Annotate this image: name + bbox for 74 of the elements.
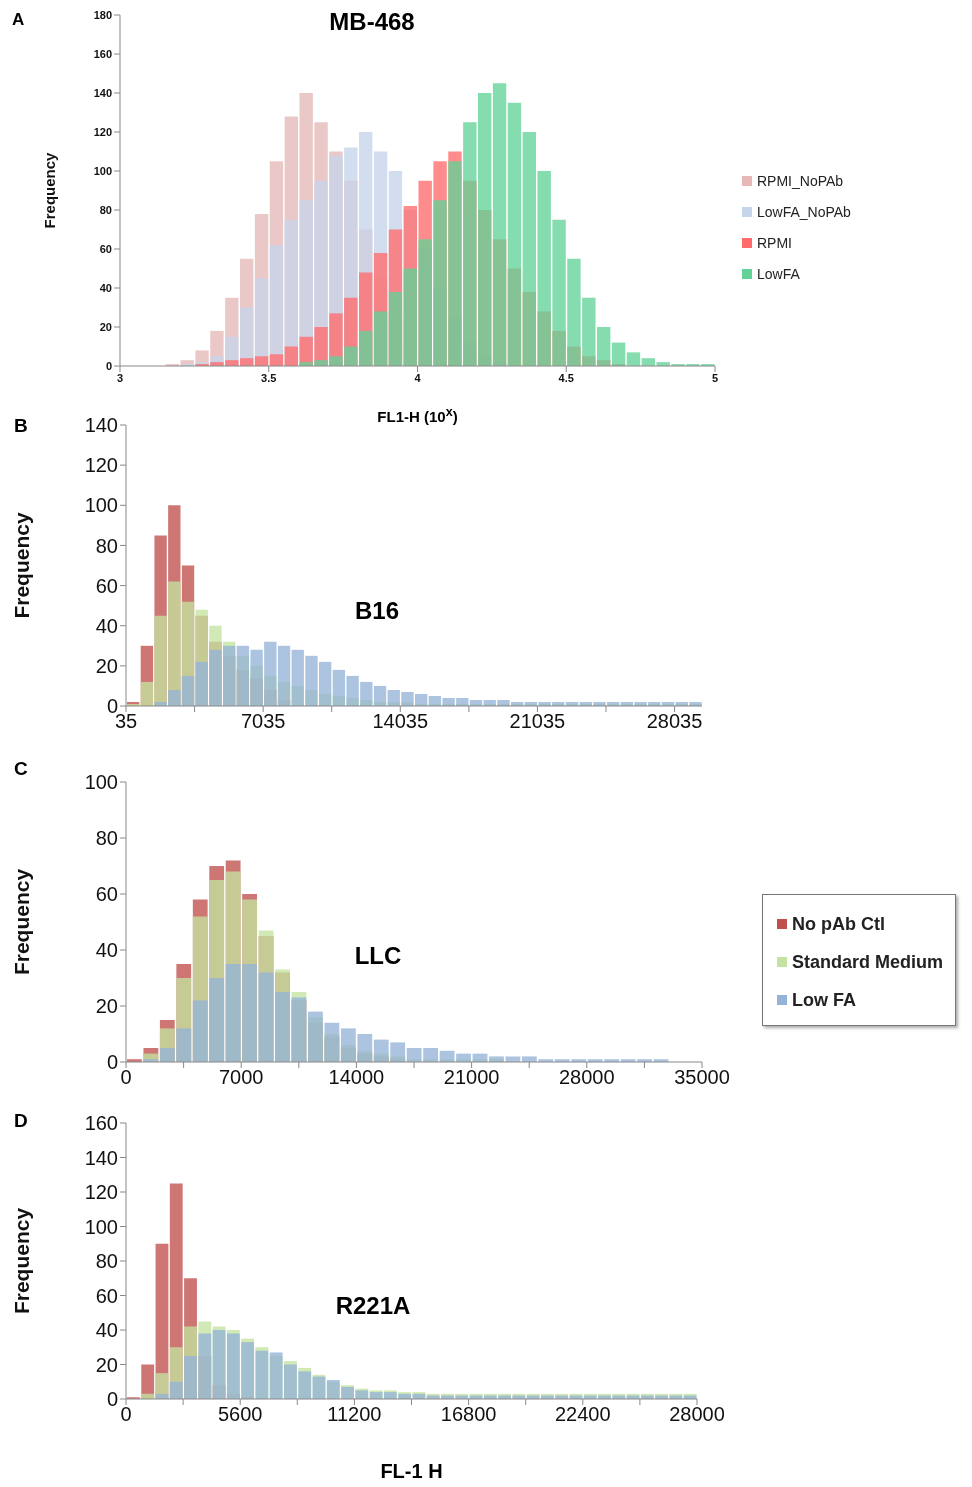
text: B <box>14 415 28 437</box>
legend-label: RPMI <box>757 234 792 251</box>
x-tick-label: 5 <box>711 371 719 384</box>
x-tick-label: 3 <box>116 371 124 384</box>
legend-label: LowFA_NoPAb <box>757 203 851 220</box>
y-tick-label: 60 <box>95 883 118 906</box>
x-tick-label: 5600 <box>217 1403 263 1426</box>
x-tick-label: 7035 <box>240 710 286 733</box>
y-axis-title: Frequency <box>41 151 59 229</box>
y-tick-label: 0 <box>105 359 112 372</box>
text: B16 <box>354 597 400 625</box>
text: LLC <box>354 942 402 970</box>
y-tick-label: 60 <box>95 574 118 597</box>
y-tick-label: 40 <box>99 281 112 294</box>
legend-label: No pAb Ctl <box>792 913 885 935</box>
y-axis-title: Frequency <box>10 1207 34 1315</box>
y-tick-label: 60 <box>95 1284 118 1307</box>
y-axis-title: Frequency <box>10 512 34 619</box>
y-tick-label: 0 <box>106 1388 118 1411</box>
y-tick-label: 60 <box>99 242 112 255</box>
y-tick-label: 80 <box>95 1250 118 1273</box>
text: C <box>14 758 28 780</box>
x-tick-label: 35000 <box>674 1066 730 1089</box>
x-axis-title: FL-1 H <box>380 1460 443 1483</box>
y-tick-label: 120 <box>84 454 118 477</box>
chart-title: MB-468 <box>329 8 415 36</box>
legend-label: Standard Medium <box>792 951 944 973</box>
x-tick-label: 14000 <box>328 1066 385 1089</box>
y-tick-label: 40 <box>95 939 118 962</box>
x-tick-label: 21000 <box>443 1066 500 1089</box>
y-tick-label: 0 <box>106 1051 118 1074</box>
x-tick-label: 28035 <box>646 710 703 733</box>
y-tick-label: 140 <box>93 86 112 99</box>
y-tick-label: 80 <box>99 203 112 216</box>
x-tick-label: 11200 <box>327 1403 382 1426</box>
y-tick-label: 120 <box>93 125 112 138</box>
x-tick-label: 14035 <box>372 710 429 733</box>
y-tick-label: 160 <box>93 47 112 60</box>
x-axis-title: FL1-H (10$^{x}$) <box>377 405 458 425</box>
y-tick-label: 160 <box>84 1112 118 1135</box>
x-tick-label: 0 <box>120 1403 132 1426</box>
x-tick-label: 21035 <box>509 710 566 733</box>
y-tick-label: 100 <box>84 1215 118 1238</box>
y-tick-label: 40 <box>95 614 118 637</box>
y-tick-label: 20 <box>95 654 118 677</box>
y-tick-label: 100 <box>93 164 112 177</box>
y-tick-label: 120 <box>84 1181 118 1204</box>
y-tick-label: 20 <box>95 1353 118 1376</box>
x-tick-label: 0 <box>120 1066 132 1089</box>
y-tick-label: 80 <box>95 534 118 557</box>
legend-label: LowFA <box>757 265 800 282</box>
x-tick-label: 4.5 <box>558 371 574 384</box>
x-tick-label: 28000 <box>558 1066 615 1089</box>
legend-label: RPMI_NoPAb <box>757 172 844 189</box>
y-tick-label: 100 <box>84 494 118 517</box>
y-tick-label: 140 <box>84 1146 118 1169</box>
y-tick-label: 20 <box>99 320 112 333</box>
text: A <box>12 10 25 30</box>
y-tick-label: 40 <box>95 1319 118 1342</box>
x-tick-label: 3.5 <box>261 371 277 384</box>
y-tick-label: 140 <box>84 414 118 437</box>
x-tick-label: 22400 <box>554 1403 611 1426</box>
y-tick-label: 80 <box>95 827 118 850</box>
x-tick-label: 7000 <box>218 1066 264 1089</box>
x-tick-label: 28000 <box>669 1403 725 1426</box>
x-tick-label: 4 <box>414 371 422 384</box>
x-tick-label: 16800 <box>440 1403 497 1426</box>
y-axis-title: Frequency <box>10 868 34 976</box>
y-tick-label: 180 <box>93 8 112 21</box>
y-tick-label: 100 <box>84 771 118 794</box>
y-tick-label: 20 <box>95 995 118 1018</box>
text: D <box>14 1110 28 1132</box>
legend-label: Low FA <box>792 989 856 1011</box>
text: R221A <box>335 1292 411 1320</box>
